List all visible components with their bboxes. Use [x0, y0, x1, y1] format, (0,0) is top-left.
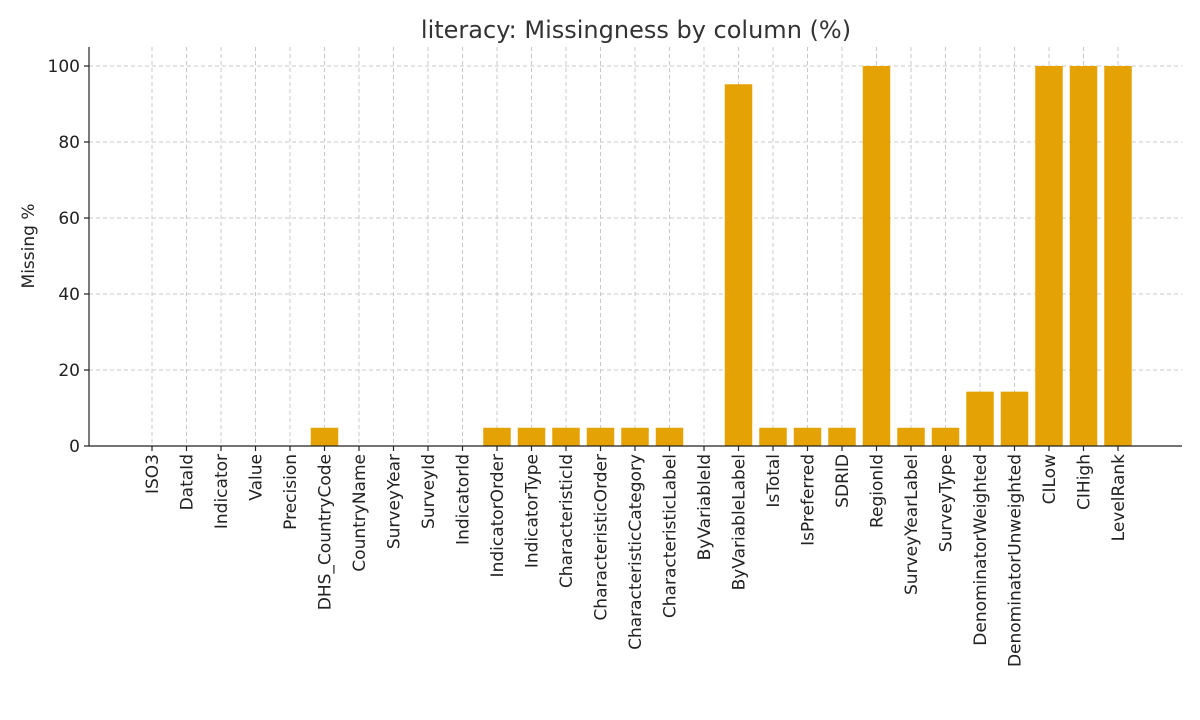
- x-tick-label: CountryName: [350, 454, 370, 572]
- x-tick-label: CIHigh: [1075, 454, 1095, 510]
- gridlines: [89, 47, 1182, 447]
- x-tick-label: IsTotal: [764, 454, 784, 508]
- bar: [724, 84, 753, 447]
- x-tick-label: DataId: [178, 454, 198, 510]
- y-tick-label: 80: [58, 133, 80, 153]
- bars: [310, 66, 1132, 447]
- y-axis-label: Missing %: [19, 204, 39, 289]
- bar: [483, 427, 511, 446]
- x-tick-label: IndicatorType: [523, 454, 543, 568]
- axes: [84, 47, 1182, 451]
- x-tick-label: LevelRank: [1109, 454, 1129, 542]
- x-tick-label: CharacteristicOrder: [592, 454, 612, 621]
- x-tick-label: CILow: [1040, 454, 1060, 504]
- x-tick-label: RegionId: [868, 454, 888, 528]
- bar: [310, 427, 339, 446]
- x-tick-label: DenominatorWeighted: [971, 454, 991, 646]
- x-tick-label: DHS_CountryCode: [316, 454, 336, 610]
- bar: [759, 427, 787, 446]
- x-tick-label: CharacteristicLabel: [661, 454, 681, 618]
- y-tick-label: 40: [58, 285, 80, 305]
- bar: [621, 427, 649, 446]
- x-tick-label: CharacteristicId: [557, 454, 577, 588]
- x-tick-label: Precision: [281, 454, 301, 530]
- x-tick-label: IndicatorId: [454, 454, 474, 545]
- bar: [897, 427, 925, 446]
- x-tick-label: IsPreferred: [799, 454, 819, 546]
- y-tick-label: 100: [48, 57, 80, 77]
- bar: [828, 427, 856, 446]
- bar: [793, 427, 822, 446]
- x-tick-label: SurveyYearLabel: [902, 454, 922, 595]
- x-tick-label: Indicator: [212, 454, 232, 529]
- y-tick-labels: 0 20 40 60 80 100: [48, 57, 80, 457]
- x-tick-label: SurveyId: [419, 454, 439, 529]
- x-tick-label: Value: [247, 454, 267, 501]
- x-tick-label: ISO3: [143, 454, 163, 494]
- chart-title: literacy: Missingness by column (%): [421, 16, 851, 44]
- bar: [966, 391, 994, 446]
- bar: [1035, 66, 1063, 446]
- x-tick-label: SurveyYear: [385, 454, 405, 549]
- x-tick-label: ByVariableId: [695, 454, 715, 560]
- bar: [655, 427, 684, 446]
- bar: [552, 427, 580, 446]
- x-tick-label: IndicatorOrder: [488, 454, 508, 577]
- bar: [517, 427, 546, 446]
- bar: [1104, 66, 1132, 446]
- y-tick-label: 0: [69, 437, 80, 457]
- x-tick-label: CharacteristicCategory: [626, 454, 646, 650]
- bar: [586, 427, 615, 446]
- bar: [1069, 66, 1098, 446]
- x-tick-label: ByVariableLabel: [730, 454, 750, 590]
- x-tick-label: SDRID: [833, 454, 853, 508]
- bar: [862, 66, 891, 446]
- x-tick-labels: ISO3 DataId Indicator Value Precision DHS_Cou…: [143, 454, 1129, 667]
- x-tick-label: SurveyType: [937, 454, 957, 552]
- bar: [931, 427, 960, 446]
- y-tick-label: 60: [58, 209, 80, 229]
- bar: [1000, 391, 1029, 446]
- x-tick-label: DenominatorUnweighted: [1006, 454, 1026, 667]
- y-tick-label: 20: [58, 361, 80, 381]
